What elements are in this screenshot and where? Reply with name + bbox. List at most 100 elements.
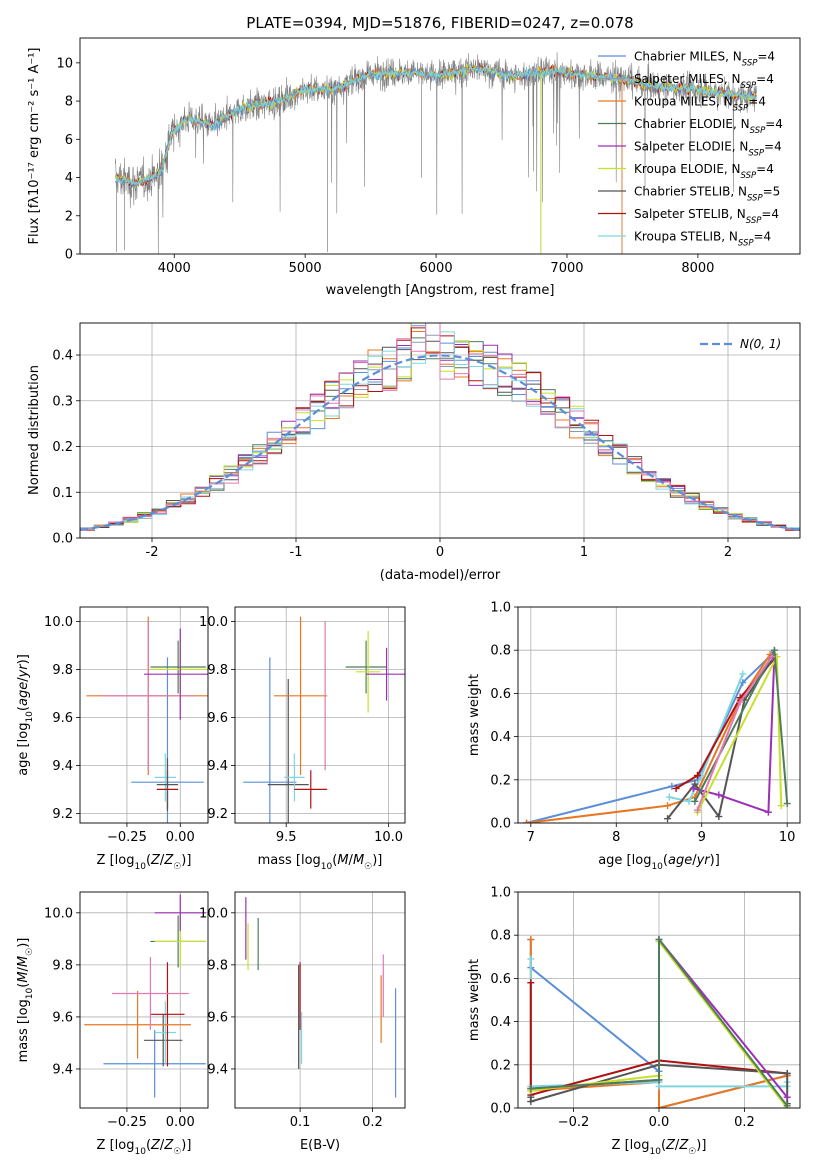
age_vs_mass-ytick-label: 10.0 (199, 615, 228, 630)
mass_weight_vs_Z-ytick-label: 0.8 (490, 929, 511, 944)
residuals-plot (80, 323, 800, 532)
spectrum-xtick-label: 6000 (420, 261, 453, 276)
mass_vs_Z-ytick-label: 10.0 (44, 906, 73, 921)
mass_weight_vs_age-line-salpeter_elodie (692, 654, 776, 814)
mass_vs_Z-ytick-label: 9.8 (52, 958, 73, 973)
age_vs_Z-axes: −0.25 0.00 9.2 9.4 9.6 9.8 10.0 Z [log10(Z/Z☉)]… (16, 606, 209, 872)
residuals-ytick-label: 0.4 (52, 349, 73, 364)
spectrum-ytick-label: 4 (65, 171, 73, 186)
spectrum-frame (79, 37, 801, 255)
mass_weight_vs_age-axes: 7 8 9 10 0.0 0.2 0.4 0.6 0.8 1.0 age [log10(age/yr… (467, 601, 801, 872)
spectrum-xlabel: wavelength [Angstrom, rest frame] (326, 283, 555, 298)
age_vs_Z-ytick-label: 10.0 (44, 615, 73, 630)
residuals-xtick-label: -1 (290, 545, 303, 560)
age_vs_Z-xlabel: Z [log10(Z/Z☉)] (97, 853, 192, 872)
residuals-frame (79, 322, 801, 539)
mass_weight_vs_Z-ytick-label: 0.4 (490, 1015, 511, 1030)
figure-title: PLATE=0394, MJD=51876, FIBERID=0247, z=0… (246, 14, 633, 32)
spectrum-ytick-label: 0 (65, 248, 73, 263)
mass_vs_Z-xtick-label: −0.25 (107, 1115, 147, 1130)
mass_weight_vs_age-xtick-label: 7 (527, 830, 535, 845)
spectrum-xtick-label: 7000 (550, 261, 583, 276)
mass_vs_ebv-ytick-label: 10.0 (199, 906, 228, 921)
spectrum-xtick-label: 4000 (158, 261, 191, 276)
residuals-ytick-label: 0.0 (52, 532, 73, 547)
age_vs_Z-xtick-label: −0.25 (107, 830, 147, 845)
residual-hist-pink (80, 323, 800, 530)
mass_weight_vs_Z-xtick-label: 0.0 (649, 1115, 670, 1130)
mass_weight_vs_Z-xtick-label: −0.2 (558, 1115, 590, 1130)
mass_weight_vs_age-ylabel: mass weight (467, 674, 482, 756)
legend-label-kroupa_stelib: Kroupa STELIB, NSSP=4 (634, 230, 771, 249)
age_vs_Z-ytick-label: 9.8 (52, 663, 73, 678)
residuals-legend-label: N(0, 1) (740, 337, 781, 351)
mass_weight_vs_age-xtick-label: 10 (779, 830, 796, 845)
age_vs_Z-ylabel: age [log10(age/yr)] (16, 654, 35, 776)
residuals-ytick-label: 0.2 (52, 440, 73, 455)
mass_vs_ebv-xtick-label: 0.2 (362, 1115, 383, 1130)
mass_weight_vs_Z-ytick-label: 0.2 (490, 1058, 511, 1073)
legend-label-chabrier_elodie: Chabrier ELODIE, NSSP=4 (634, 117, 783, 136)
mass_weight_vs_age-ytick-label: 0.4 (490, 730, 511, 745)
mass_weight_vs_age-ytick-label: 0.6 (490, 687, 511, 702)
age_vs_mass-ytick-label: 9.4 (207, 759, 228, 774)
mass_vs_ebv-ytick-label: 9.8 (207, 958, 228, 973)
spectrum-plot (114, 52, 757, 254)
mass_weight_vs_Z-plot (527, 936, 791, 1108)
spectrum-legend: Chabrier MILES, NSSP=4 Salpeter MILES, NS… (598, 50, 783, 249)
residuals-ylabel: Normed distribution (27, 365, 42, 495)
spectrum-ytick-label: 8 (65, 95, 73, 110)
spectrum-ytick-label: 10 (56, 56, 73, 71)
legend-label-salpeter_miles: Salpeter MILES, NSSP=4 (634, 72, 774, 91)
mass_weight_vs_Z-ylabel: mass weight (467, 959, 482, 1041)
spectrum-ytick-label: 6 (65, 133, 73, 148)
normal-curve (80, 354, 800, 532)
age_vs_Z-xtick-label: 0.00 (166, 830, 195, 845)
mass_weight_vs_age-line-pink (696, 656, 773, 811)
mass_weight_vs_age-ytick-label: 0.0 (490, 817, 511, 832)
mass_weight_vs_Z-line-salpeter_stelib (529, 982, 788, 1097)
legend-label-kroupa_miles: Kroupa MILES, NSSP=4 (634, 95, 766, 114)
legend-label-kroupa_elodie: Kroupa ELODIE, NSSP=4 (634, 162, 774, 181)
residuals-ytick-label: 0.3 (52, 394, 73, 409)
residuals-xtick-label: 0 (436, 545, 444, 560)
mass_weight_vs_age-xtick-label: 8 (612, 830, 620, 845)
mass_weight_vs_age-xlabel: age [log10(age/yr)] (598, 853, 720, 872)
legend-label-chabrier_stelib: Chabrier STELIB, NSSP=5 (634, 185, 780, 204)
age_vs_mass-ytick-label: 9.6 (207, 711, 228, 726)
mass_vs_Z-xlabel: Z [log10(Z/Z☉)] (97, 1138, 192, 1157)
mass_weight_vs_Z-ytick-label: 1.0 (490, 886, 511, 901)
mass_vs_ebv-xtick-label: 0.1 (290, 1115, 311, 1130)
spectrum-ytick-label: 2 (65, 209, 73, 224)
legend-label-salpeter_elodie: Salpeter ELODIE, NSSP=4 (634, 140, 782, 159)
residuals-ytick-label: 0.1 (52, 486, 73, 501)
residuals-xtick-label: -2 (146, 545, 159, 560)
spectrum-xtick-label: 5000 (289, 261, 322, 276)
spectrum-ylabel: Flux [fλ10⁻¹⁷ erg cm⁻² s⁻¹ A⁻¹] (27, 48, 42, 245)
residuals-xlabel: (data-model)/error (380, 568, 501, 583)
mass_weight_vs_age-ytick-label: 0.8 (490, 644, 511, 659)
spectrum-model-kroupa_stelib (114, 63, 757, 186)
mass_vs_Z-ytick-label: 9.4 (52, 1062, 73, 1077)
mass_vs_Z-xtick-label: 0.00 (166, 1115, 195, 1130)
age_vs_mass-axes: 9.5 10.0 9.2 9.4 9.6 9.8 10.0 mass [log10(M/M☉)… (199, 606, 406, 872)
age_vs_Z-ytick-label: 9.2 (52, 807, 73, 822)
age_vs_Z-ytick-label: 9.4 (52, 759, 73, 774)
age_vs_Z-frame (79, 606, 209, 824)
age_vs_Z-ytick-label: 9.6 (52, 711, 73, 726)
residuals-xtick-label: 2 (724, 545, 732, 560)
age_vs_mass-ytick-label: 9.8 (207, 663, 228, 678)
mass_weight_vs_age-xtick-label: 9 (698, 830, 706, 845)
mass_vs_ebv-ytick-label: 9.6 (207, 1010, 228, 1025)
spectrum-axes: 4000 5000 6000 7000 8000 0 2 4 6 8 10 wavelength [A… (27, 37, 801, 298)
mass_vs_Z-plot (84, 894, 206, 1098)
age_vs_mass-xlabel: mass [log10(M/M☉)] (258, 853, 383, 872)
mass_weight_vs_Z-ytick-label: 0.6 (490, 972, 511, 987)
mass_vs_Z-frame (79, 891, 209, 1109)
age_vs_mass-ytick-label: 9.2 (207, 807, 228, 822)
mass_weight_vs_Z-axes: −0.2 0.0 0.2 0.0 0.2 0.4 0.6 0.8 1.0 Z [log10(Z/Z… (467, 886, 801, 1157)
mass_vs_ebv-ytick-label: 9.4 (207, 1062, 228, 1077)
age_vs_mass-plot (243, 616, 405, 823)
mass_weight_vs_Z-ytick-label: 0.0 (490, 1102, 511, 1117)
